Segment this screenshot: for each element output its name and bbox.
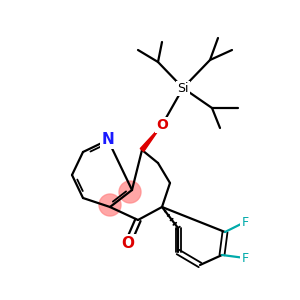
Text: O: O <box>122 236 134 250</box>
Text: Si: Si <box>177 82 189 94</box>
Text: F: F <box>242 251 249 265</box>
Polygon shape <box>140 125 162 152</box>
Circle shape <box>99 194 121 216</box>
Text: F: F <box>242 215 249 229</box>
Text: N: N <box>102 133 114 148</box>
Text: O: O <box>156 118 168 132</box>
Circle shape <box>119 181 141 203</box>
